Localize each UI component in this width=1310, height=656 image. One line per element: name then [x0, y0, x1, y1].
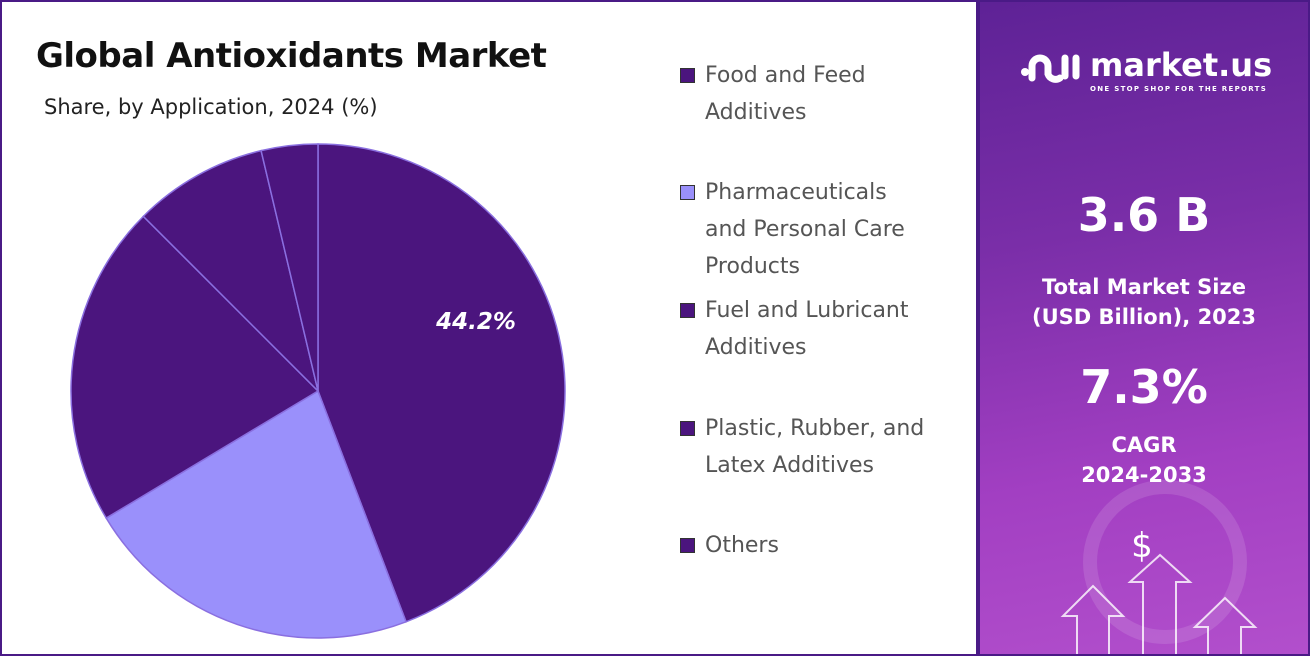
cagr-period: 2024-2033 — [1081, 463, 1207, 487]
legend-item: Others — [680, 527, 779, 564]
pie-slice — [142, 149, 320, 394]
pie-slice — [317, 143, 566, 623]
cagr-label: CAGR — [1111, 433, 1177, 457]
legend-label-line: and Personal Care — [705, 217, 905, 242]
market-us-logo-icon — [1021, 54, 1080, 83]
chart-panel: Global Antioxidants Market Share, by App… — [0, 0, 978, 656]
pie-chart: 44.2% — [70, 143, 566, 639]
chart-title: Global Antioxidants Market — [36, 36, 547, 76]
market-size-label: Total Market Size — [1042, 275, 1246, 299]
chart-subtitle: Share, by Application, 2024 (%) — [44, 95, 378, 119]
pie-slice — [70, 215, 320, 520]
legend-item: Food and Feed Additives — [680, 57, 866, 131]
market-size-sublabel: (USD Billion), 2023 — [1031, 305, 1257, 329]
legend-label-line: Additives — [705, 335, 807, 360]
pie-slice — [105, 389, 408, 639]
cagr-value: 7.3% — [1080, 360, 1208, 414]
brand-logo: market.us ONE STOP SHOP FOR THE REPORTS — [1020, 48, 1272, 94]
summary-panel: market.us ONE STOP SHOP FOR THE REPORTS … — [978, 0, 1310, 656]
legend-label: Plastic, Rubber, and Latex Additives — [705, 410, 924, 484]
market-size-value: 3.6 B — [1077, 188, 1211, 242]
legend-item: Fuel and Lubricant Additives — [680, 292, 909, 366]
legend-label: Pharmaceuticals and Personal Care Products — [705, 174, 905, 285]
legend-swatch — [680, 68, 695, 83]
brand-name: market.us — [1090, 46, 1273, 84]
data-label: 44.2% — [435, 309, 516, 335]
legend-label-line: Plastic, Rubber, and — [705, 416, 925, 441]
brand-text: market.us ONE STOP SHOP FOR THE REPORTS — [1090, 48, 1272, 94]
legend-swatch — [680, 185, 695, 200]
pie-slice — [260, 143, 319, 392]
legend-item: Pharmaceuticals and Personal Care Products — [680, 174, 905, 285]
brand-tagline: ONE STOP SHOP FOR THE REPORTS — [1090, 85, 1268, 93]
legend-item: Plastic, Rubber, and Latex Additives — [680, 410, 924, 484]
legend-label-line: Products — [705, 254, 800, 279]
legend-label: Food and Feed Additives — [705, 57, 866, 131]
legend-label: Fuel and Lubricant Additives — [705, 292, 909, 366]
legend-label-line: Pharmaceuticals — [705, 180, 887, 205]
legend-swatch — [680, 421, 695, 436]
legend-label-line: Food and Feed — [705, 63, 866, 88]
legend-label-line: Additives — [705, 100, 807, 125]
legend-swatch — [680, 303, 695, 318]
legend-label-line: Others — [705, 533, 779, 558]
dollar-icon: $ — [1131, 526, 1153, 566]
legend-label-line: Fuel and Lubricant — [705, 298, 909, 323]
growth-arrows-icon — [1060, 480, 1258, 654]
legend-swatch — [680, 538, 695, 553]
legend-label-line: Latex Additives — [705, 453, 874, 478]
legend-label: Others — [705, 527, 779, 564]
